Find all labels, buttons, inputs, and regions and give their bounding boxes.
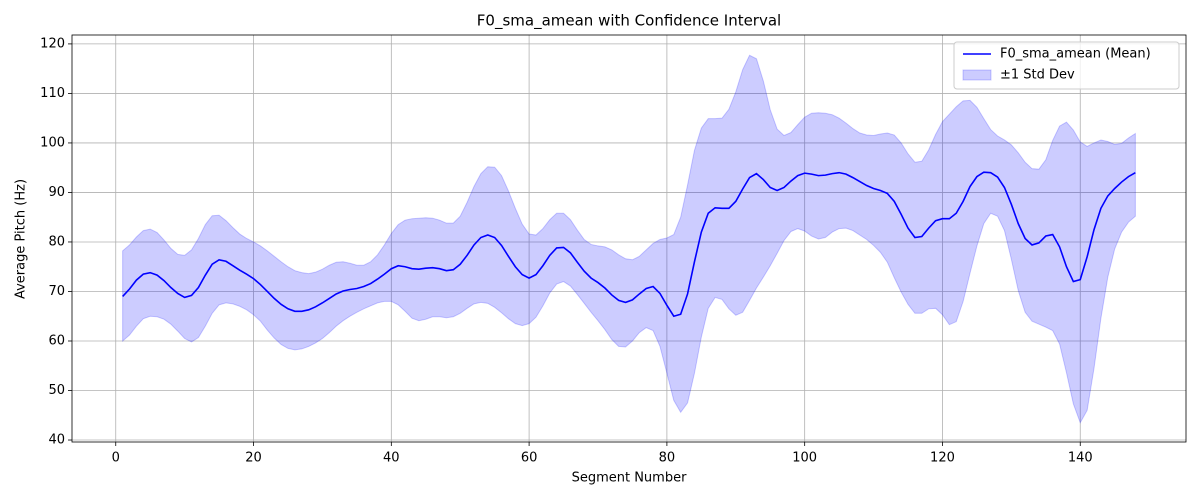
x-tick-label: 60 <box>521 451 538 466</box>
legend: F0_sma_amean (Mean) ±1 Std Dev <box>953 41 1180 90</box>
axes-frame <box>71 34 1187 443</box>
y-tick-label: 50 <box>48 383 65 398</box>
y-tick-label: 60 <box>48 333 65 348</box>
x-tick-label: 20 <box>245 451 262 466</box>
y-axis-label: Average Pitch (Hz) <box>14 179 29 299</box>
legend-label: ±1 Std Dev <box>1000 68 1075 83</box>
y-tick-label: 90 <box>48 185 65 200</box>
x-axis-label: Segment Number <box>572 471 688 486</box>
y-tick-label: 110 <box>40 86 65 101</box>
mean-line <box>122 171 1136 318</box>
y-tick-label: 70 <box>48 284 65 299</box>
chart-title: F0_sma_amean with Confidence Interval <box>477 12 781 31</box>
y-tick-label: 100 <box>40 135 65 150</box>
y-tick-label: 40 <box>48 433 65 448</box>
y-tick-label: 120 <box>40 36 65 51</box>
x-tick-label: 120 <box>930 451 955 466</box>
x-tick-label: 140 <box>1068 451 1093 466</box>
x-tick-label: 0 <box>112 451 120 466</box>
legend-label: F0_sma_amean (Mean) <box>1000 47 1151 62</box>
legend-box <box>953 41 1180 90</box>
x-tick-label: 80 <box>659 451 676 466</box>
x-tick-label: 100 <box>792 451 817 466</box>
legend-swatch <box>962 69 992 81</box>
x-tick-label: 40 <box>383 451 400 466</box>
y-tick-label: 80 <box>48 234 65 249</box>
std-band <box>122 54 1136 424</box>
